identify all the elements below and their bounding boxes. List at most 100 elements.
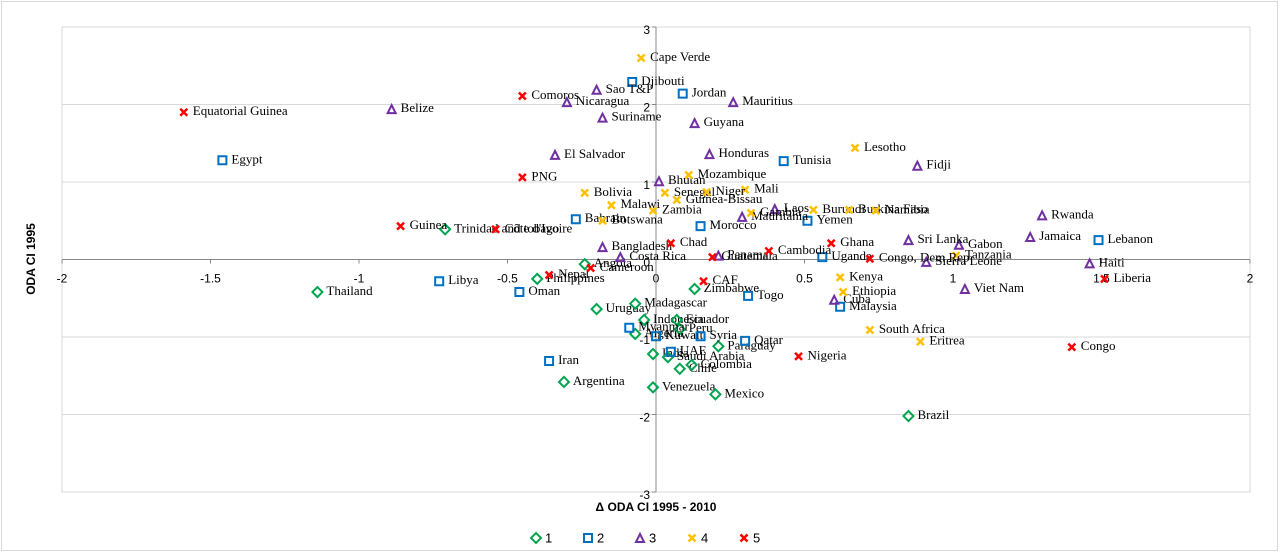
point [736,210,748,222]
point-label: Fidji [926,157,951,172]
point [673,362,687,376]
point-label: Brazil [917,407,949,422]
point-label: Gabon [968,236,1003,251]
point [838,287,848,297]
point [844,205,854,215]
x-tick-label: -1 [354,272,365,286]
point-label: Chad [680,234,708,249]
point [648,206,658,216]
point-label: Ethiopia [852,283,896,298]
point [596,240,609,253]
point [549,148,561,160]
point [802,215,813,226]
point-label: South Africa [879,321,945,336]
point-label: Tanzania [965,247,1012,262]
point [590,83,603,95]
point-label: Cambodia [778,242,832,257]
point [688,282,702,296]
point-label: Sri Lanka [917,231,968,246]
point [614,250,626,263]
point [557,375,571,389]
point [703,147,716,160]
y-tick-label: -2 [639,411,650,425]
point [688,116,701,129]
x-tick-label: -1.5 [200,272,221,286]
legend-label: 1 [545,530,552,545]
point-label: Cuba [843,291,871,306]
legend-marker [529,531,543,545]
point [809,205,818,215]
point [434,276,445,287]
point [740,335,751,346]
point-label: Bolivia [594,184,633,199]
point-label: Mauritius [742,93,793,108]
point [769,202,781,215]
point-label: Trinidad and tobago [454,220,559,235]
point [217,155,228,166]
point-label: Bangladesh [612,238,673,253]
point-label: Suriname [612,109,662,124]
point [311,285,324,299]
point [530,272,544,286]
point [646,347,660,361]
point [580,188,590,198]
point-label: Eritrea [929,333,965,348]
point [651,331,661,342]
point-label: Yemen [816,212,853,227]
point [915,337,925,347]
point [740,185,750,195]
point-label: Costa Rica [629,248,686,263]
point-label: Mali [754,181,779,196]
point [695,221,706,232]
point-label: Indonesia [653,311,704,326]
point-label: Egypt [231,151,262,166]
point [646,380,660,394]
point [544,356,555,367]
point-label: Comoros [531,87,579,102]
point [712,249,724,261]
legend-marker [739,533,749,543]
y-tick-label: -1 [639,333,650,347]
point [1036,209,1048,221]
point-label: Lesotho [864,139,906,154]
point [794,351,803,361]
point-label: Peru [689,320,713,335]
point-label: Mauritania [751,208,808,223]
point-label: Belize [401,100,434,115]
point [850,143,860,153]
point [695,331,706,342]
point [911,159,923,171]
point [902,409,915,423]
point-label: Ecuador [686,311,730,326]
point-label: Tunisia [793,152,832,167]
point [702,187,711,197]
legend-marker [687,533,697,543]
point-label: Djibouti [641,73,685,88]
point [666,238,676,248]
point [660,188,670,198]
y-tick-label: 2 [643,101,650,115]
point-label: Lebanon [1108,231,1154,246]
point [570,214,581,225]
point [711,339,725,353]
point [514,287,525,298]
point [699,276,708,286]
point [596,111,609,123]
point-label: Zambia [662,202,702,217]
point [561,95,573,108]
point-label: Equatorial Guinea [193,103,288,118]
point-label: Togo [757,287,784,302]
point-label: Paraguay [727,337,776,352]
point-label: Honduras [718,145,769,160]
point-label: El Salvador [564,146,626,161]
point-label: Bhutan [668,172,706,187]
point-label: Guyana [704,114,745,129]
point [386,102,398,115]
point-label: Burundi [822,201,865,216]
point [1093,235,1104,246]
point [491,224,501,234]
point [607,200,616,210]
point-label: Libya [448,272,479,287]
point [578,257,592,271]
